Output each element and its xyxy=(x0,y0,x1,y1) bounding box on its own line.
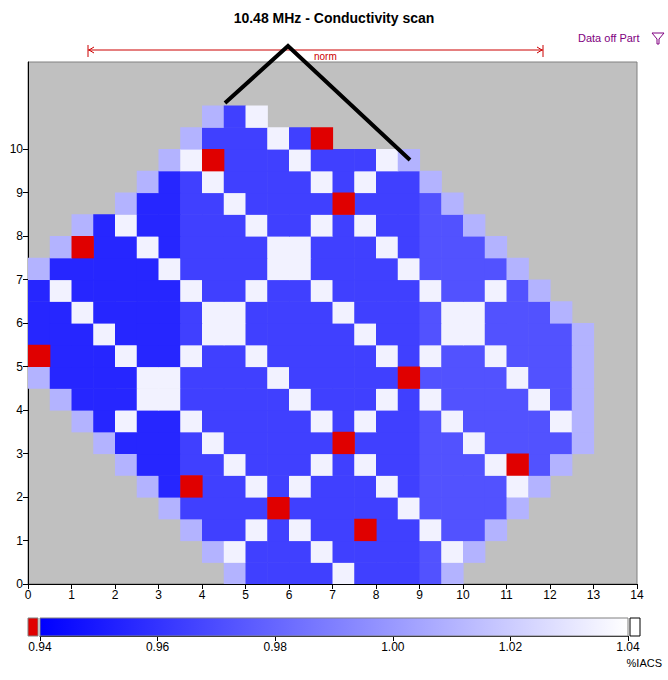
svg-text:1: 1 xyxy=(16,534,23,548)
svg-text:0.98: 0.98 xyxy=(264,640,288,654)
svg-text:14: 14 xyxy=(630,588,644,602)
svg-text:11: 11 xyxy=(500,588,513,602)
svg-text:4: 4 xyxy=(199,588,206,602)
svg-text:6: 6 xyxy=(286,588,293,602)
svg-text:7: 7 xyxy=(329,588,336,602)
svg-text:2: 2 xyxy=(16,490,23,504)
svg-text:3: 3 xyxy=(16,447,23,461)
svg-text:8: 8 xyxy=(373,588,380,602)
svg-text:2: 2 xyxy=(112,588,119,602)
svg-text:12: 12 xyxy=(543,588,557,602)
svg-text:1.04: 1.04 xyxy=(616,640,640,654)
svg-text:0: 0 xyxy=(16,577,23,591)
svg-text:4: 4 xyxy=(16,403,23,417)
svg-text:norm: norm xyxy=(314,51,337,62)
svg-text:1: 1 xyxy=(68,588,75,602)
svg-text:%IACS: %IACS xyxy=(627,657,662,669)
svg-text:6: 6 xyxy=(16,316,23,330)
svg-text:5: 5 xyxy=(16,360,23,374)
svg-text:5: 5 xyxy=(242,588,249,602)
svg-text:8: 8 xyxy=(16,229,23,243)
svg-text:13: 13 xyxy=(587,588,601,602)
svg-text:0.94: 0.94 xyxy=(28,640,52,654)
svg-text:10.48 MHz - Conductivity scan: 10.48 MHz - Conductivity scan xyxy=(234,10,435,26)
svg-text:10: 10 xyxy=(456,588,470,602)
svg-text:0: 0 xyxy=(25,588,32,602)
svg-text:9: 9 xyxy=(16,186,23,200)
svg-text:Data off Part: Data off Part xyxy=(578,32,640,44)
svg-text:3: 3 xyxy=(155,588,162,602)
svg-text:7: 7 xyxy=(16,273,23,287)
svg-text:1.00: 1.00 xyxy=(381,640,405,654)
svg-text:0.96: 0.96 xyxy=(146,640,170,654)
svg-text:9: 9 xyxy=(416,588,423,602)
svg-text:1.02: 1.02 xyxy=(499,640,523,654)
svg-text:10: 10 xyxy=(10,142,24,156)
